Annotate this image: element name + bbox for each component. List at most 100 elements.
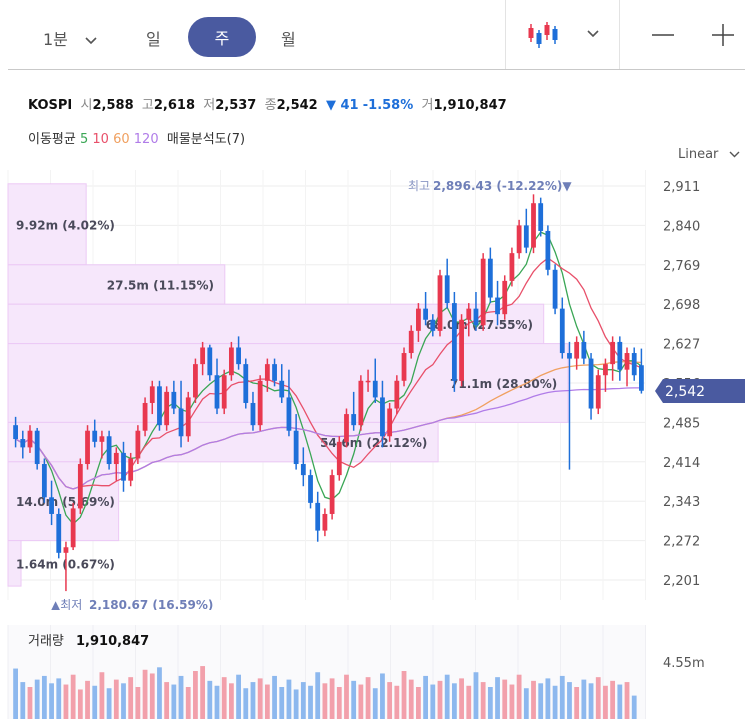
low-label: 저 — [203, 98, 216, 113]
volume-bar — [451, 683, 457, 719]
low-marker: ▲최저 — [51, 598, 82, 610]
candle-body — [250, 402, 256, 426]
volume-bar — [41, 675, 47, 719]
volume-bar — [264, 684, 270, 719]
candle-body — [552, 269, 558, 309]
volume-bar — [365, 677, 371, 719]
volume-bar — [480, 682, 486, 719]
high-marker: 최고 — [408, 179, 430, 193]
open-label: 시 — [80, 98, 93, 113]
volume-value: 1,910,847 — [433, 98, 507, 113]
scale-mode-dropdown[interactable]: Linear — [678, 147, 740, 162]
candle-body — [401, 353, 407, 381]
candle-body — [286, 397, 292, 431]
volume-bar — [344, 674, 349, 719]
price-chart[interactable]: 9.92m (4.02%)27.5m (11.15%)68.0m (27.55%… — [0, 170, 745, 610]
ma120-label: 120 — [133, 132, 159, 147]
volume-bar — [509, 684, 515, 719]
candle-body — [193, 364, 198, 398]
volume-bar — [459, 678, 464, 719]
ma5-label: 5 — [79, 132, 89, 147]
minus-icon — [652, 34, 674, 36]
chevron-down-icon — [587, 30, 599, 38]
interval-dropdown[interactable]: 1분 — [43, 26, 97, 50]
volume-bar — [149, 673, 155, 719]
volume-bar — [135, 687, 141, 719]
price-tick-label: 2,343 — [663, 495, 700, 510]
volume-bar — [13, 668, 18, 719]
volume-profile-bar — [7, 461, 120, 542]
candle-body — [480, 258, 486, 326]
candle-body — [538, 203, 544, 231]
candle-body — [121, 452, 126, 481]
candle-body — [308, 475, 313, 503]
candle-body — [610, 341, 616, 365]
volume-profile-bar — [7, 264, 226, 305]
candle-body — [344, 414, 349, 442]
volume-bar — [595, 677, 601, 719]
candle-body — [157, 386, 162, 426]
candle-body — [243, 364, 249, 403]
volume-bars — [13, 666, 637, 719]
volume-bar — [308, 685, 313, 719]
volume-bar — [473, 672, 479, 719]
candle-body — [142, 402, 148, 431]
period-toolbar: 1분 일 주 월 — [0, 0, 745, 70]
volume-bar — [214, 685, 220, 719]
volume-bar — [545, 678, 551, 719]
minimize-button[interactable] — [650, 22, 676, 48]
volume-bar — [401, 671, 407, 719]
candle-body — [41, 464, 47, 498]
volume-bar — [257, 678, 263, 719]
low-annotation: ▲최저 2,180.67 (16.59%) — [51, 598, 213, 610]
volume-bar — [27, 687, 33, 719]
volume-bar — [559, 675, 565, 719]
candle-body — [128, 458, 134, 481]
ma5-line — [15, 231, 642, 525]
volume-chart[interactable]: 거래량 1,910,847 4.55m — [0, 625, 745, 719]
candle-body — [300, 464, 306, 476]
candle-body — [63, 547, 69, 553]
volume-bar — [387, 682, 393, 719]
candle-body — [372, 380, 378, 398]
price-axis: 2,9112,8402,7692,6982,6272,5562,4852,414… — [663, 180, 700, 589]
chevron-down-icon — [85, 36, 97, 44]
candle-body — [617, 341, 623, 370]
candle-body — [559, 308, 565, 354]
candle-body — [20, 439, 26, 448]
ma10-label: 10 — [92, 132, 109, 147]
price-tick-label: 2,698 — [663, 298, 700, 313]
candle-body — [408, 330, 414, 354]
candlestick-icon — [528, 22, 558, 48]
tab-day[interactable]: 일 — [146, 30, 161, 49]
current-price-label: 2,542 — [665, 384, 705, 400]
volume-bar — [243, 688, 249, 719]
tab-week[interactable]: 주 — [188, 17, 256, 57]
candle-body — [49, 497, 54, 514]
candle-body — [228, 347, 234, 376]
price-tick-label: 2,414 — [663, 456, 700, 471]
volume-bar — [610, 680, 616, 719]
volume-bar — [56, 678, 62, 719]
volume-bar — [430, 684, 436, 719]
close-value: 2,542 — [276, 98, 318, 113]
indicator-legend[interactable]: 이동평균 5 10 60 120 매물분석도(7) — [28, 128, 245, 147]
volume-bar — [372, 688, 378, 719]
candle-body — [322, 513, 328, 531]
volume-bar — [99, 672, 105, 719]
volume-bar — [207, 680, 213, 719]
candle-body — [70, 508, 76, 548]
index-name: KOSPI — [28, 98, 73, 113]
candle-body — [516, 225, 522, 254]
candle-body — [135, 430, 141, 459]
ma-label: 이동평균 — [28, 132, 76, 147]
chart-type-button[interactable] — [525, 18, 615, 52]
candle-body — [293, 430, 299, 465]
add-button[interactable] — [710, 22, 736, 48]
candle-body — [495, 297, 500, 315]
price-tick-label: 2,272 — [663, 535, 700, 550]
volume-panel-value: 1,910,847 — [76, 634, 149, 649]
tab-month[interactable]: 월 — [281, 30, 296, 49]
volume-bar — [185, 687, 191, 719]
candle-body — [207, 347, 213, 376]
